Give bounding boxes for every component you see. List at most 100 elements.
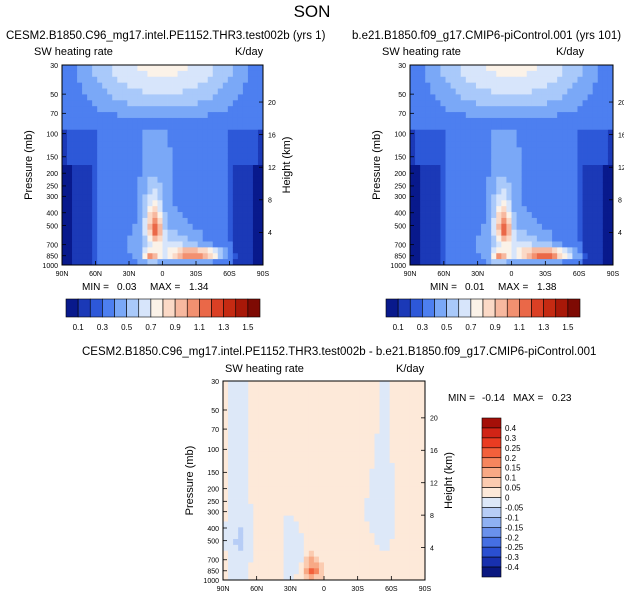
panel1-cell — [222, 123, 229, 131]
panel3-cell — [298, 445, 305, 452]
panel2-cell — [572, 147, 578, 154]
panel3-cell — [283, 486, 290, 493]
panel3-cell — [243, 404, 249, 411]
panel3-cell — [283, 509, 290, 517]
panel3-cell — [253, 462, 259, 470]
panel3-cell — [268, 451, 274, 458]
panel3-ytick-label: 30 — [211, 379, 219, 386]
panel2-cell — [486, 112, 492, 119]
panel3-cell — [374, 556, 380, 563]
panel1-cell — [182, 176, 189, 184]
panel3-cell — [318, 498, 325, 505]
panel1-cell — [92, 188, 98, 195]
panel3-cell — [334, 381, 340, 388]
panel2-cell — [602, 94, 609, 101]
panel2-cell — [562, 253, 568, 260]
panel1-cell — [97, 206, 103, 213]
panel1-cell — [212, 147, 219, 154]
panel3-cell — [379, 509, 385, 517]
panel2-cell — [491, 217, 497, 225]
panel3-cell — [308, 562, 315, 569]
panel3-cell — [389, 398, 396, 405]
panel1-cell — [222, 212, 229, 219]
panel1-cell — [97, 229, 103, 236]
panel2-cell — [506, 223, 512, 231]
panel2-cell — [536, 206, 543, 213]
panel1-cell — [117, 223, 123, 231]
panel1-cell — [92, 170, 98, 178]
panel2-cell — [521, 76, 528, 84]
panel2-cell — [420, 247, 426, 254]
panel2-cell — [481, 200, 487, 207]
panel3-cell — [288, 427, 295, 435]
panel2-cell — [526, 182, 533, 189]
panel3-cell — [233, 562, 239, 569]
panel3-cell — [238, 550, 244, 557]
panel3-cell — [253, 527, 259, 534]
panel3-cell — [324, 433, 330, 440]
panel1-cell — [107, 200, 113, 207]
panel1-cell — [147, 217, 153, 225]
panel1-cell — [152, 223, 158, 231]
panel2-cell — [415, 82, 421, 89]
panel2-cell — [602, 217, 609, 225]
panel3-cell — [308, 574, 315, 581]
panel3-cell — [394, 404, 401, 411]
panel1-cell — [87, 100, 93, 107]
panel3-cell — [359, 381, 365, 388]
panel3-cell — [258, 527, 264, 534]
panel2-cell — [450, 141, 457, 148]
panel3-cell — [223, 398, 229, 405]
panel1-cell — [117, 212, 123, 219]
panel2-cell — [607, 141, 614, 148]
panel1-max-value: 1.34 — [189, 282, 209, 293]
panel1-cell — [97, 112, 103, 119]
panel2-cell — [521, 223, 528, 231]
panel1-cell — [107, 253, 113, 260]
panel1-cell — [122, 147, 128, 154]
panel2-cell — [425, 88, 431, 95]
panel1-cell — [222, 70, 229, 78]
panel1-cell — [187, 182, 194, 189]
panel1-cell — [127, 176, 133, 184]
panel3-colorbar-box — [481, 417, 502, 429]
panel3-cell — [369, 457, 375, 464]
panel1-cell — [87, 247, 93, 254]
panel2-cell — [486, 170, 492, 178]
panel3-cell — [364, 433, 370, 440]
panel1-cell — [152, 188, 158, 195]
panel3-cell — [414, 468, 421, 476]
panel3-cell — [334, 527, 340, 534]
panel2-cell — [547, 123, 553, 131]
panel3-cell — [419, 381, 426, 388]
panel1-cell — [227, 153, 234, 160]
panel1-cell — [67, 247, 73, 254]
panel3-cell — [283, 427, 290, 435]
panel3-cell — [354, 562, 360, 569]
panel3-cell — [248, 550, 254, 557]
panel2-cell — [465, 223, 472, 231]
panel3-cell — [414, 386, 421, 394]
panel1-cell — [132, 217, 138, 225]
panel1-cell — [212, 153, 219, 160]
panel3-cell — [369, 398, 375, 405]
panel2-cell — [506, 235, 512, 242]
panel1-cell — [92, 88, 98, 95]
panel2-cell — [491, 135, 497, 142]
panel3-cell — [238, 533, 244, 540]
panel1-cell — [242, 253, 249, 260]
panel2-cell — [486, 235, 492, 242]
panel2-cell — [430, 223, 436, 231]
panel3-cell — [374, 416, 380, 423]
panel3-cell — [313, 515, 320, 522]
panel1-cell — [62, 188, 68, 195]
panel2-cell — [577, 159, 583, 166]
panel1-cell — [127, 247, 133, 254]
panel2-cell — [511, 212, 517, 219]
panel3-cell — [248, 556, 254, 563]
panel3-left-label: SW heating rate — [225, 363, 304, 375]
panel3-cell — [354, 556, 360, 563]
panel3-cell — [349, 539, 355, 546]
panel1-cell — [182, 182, 189, 189]
panel2-cell — [526, 259, 533, 266]
